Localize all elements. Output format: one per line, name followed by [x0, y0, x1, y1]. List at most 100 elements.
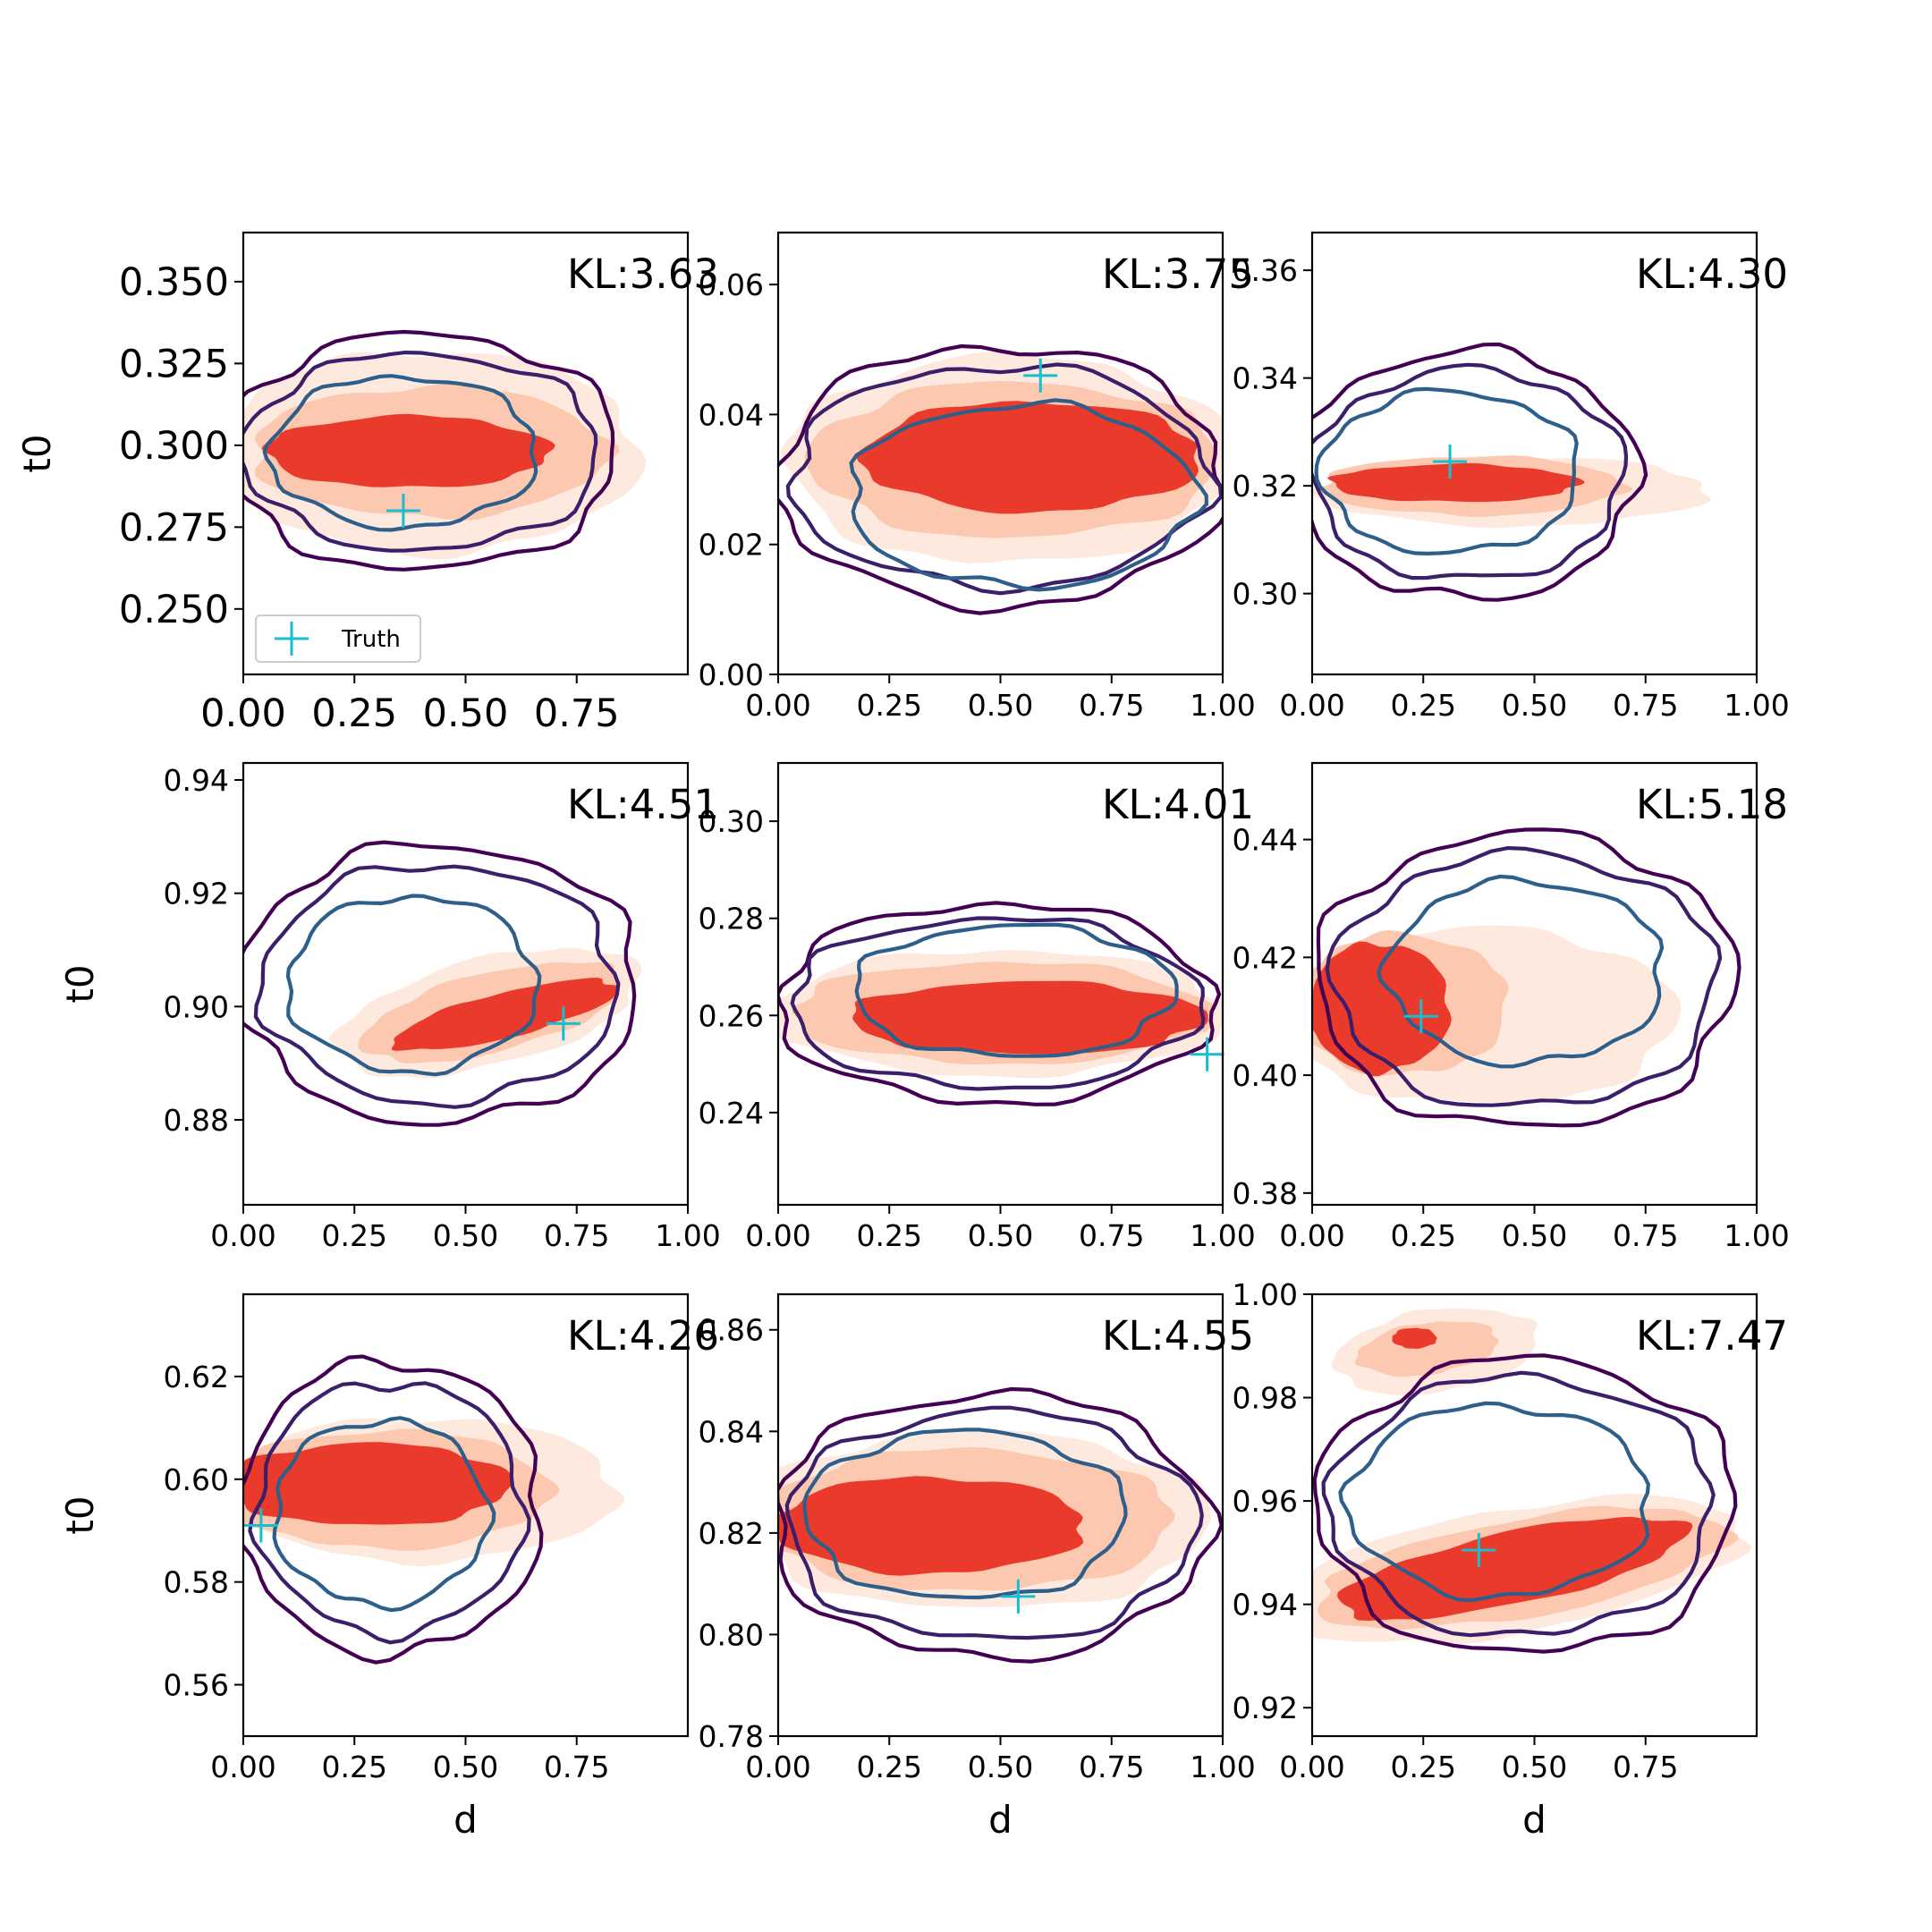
x-tick-label: 0.75 — [534, 691, 620, 736]
y-tick-label: 0.36 — [1233, 253, 1298, 288]
density-fill-inner — [1312, 941, 1452, 1077]
contour-line-inner — [854, 922, 1179, 1058]
plot-area — [778, 901, 1223, 1106]
x-tick-label: 0.00 — [745, 688, 810, 723]
x-tick-label: 0.50 — [968, 1218, 1033, 1253]
subplot-2: 0.00 0.25 0.50 0.75 1.00 0.00 0.02 0.04 0.06 KL:3… — [699, 231, 1256, 723]
y-tick-label: 0.92 — [1233, 1690, 1298, 1725]
y-tick-label: 0.94 — [164, 763, 229, 798]
density-fill-inner — [855, 401, 1199, 514]
y-tick-label: 0.38 — [1233, 1176, 1298, 1211]
density-fill-inner — [778, 1476, 1084, 1576]
y-tick-label: 0.42 — [1233, 940, 1298, 975]
plot-area — [243, 840, 642, 1127]
x-tick-label: 0.50 — [433, 1218, 498, 1253]
x-tick-label: 0.00 — [745, 1750, 810, 1784]
contour-line-mid — [253, 864, 621, 1109]
contour-line-inner — [849, 398, 1209, 592]
contour-line-inner — [285, 894, 542, 1077]
x-tick-label: 0.75 — [1079, 1750, 1144, 1784]
x-tick-label: 0.75 — [1613, 1750, 1678, 1784]
x-tick-label: 0.50 — [1502, 688, 1567, 723]
contour-line-outer — [778, 901, 1222, 1106]
legend-label: Truth — [341, 626, 401, 653]
kl-annotation: KL:3.75 — [1102, 250, 1254, 298]
kl-annotation: KL:5.18 — [1636, 781, 1788, 828]
contour-line-mid — [248, 1381, 531, 1645]
x-tick-label: 0.00 — [1279, 1750, 1344, 1784]
y-tick-label: 0.80 — [699, 1617, 764, 1652]
plot-area — [778, 1386, 1223, 1664]
contour-line-mid — [790, 916, 1206, 1091]
y-tick-label: 0.02 — [699, 528, 764, 563]
y-tick-label: 0.34 — [1233, 361, 1298, 396]
x-tick-label: 1.00 — [1724, 1218, 1789, 1253]
x-tick-label: 0.75 — [1613, 1218, 1678, 1253]
y-tick-label: 0.84 — [699, 1414, 764, 1449]
kl-annotation: KL:4.55 — [1102, 1312, 1254, 1360]
contour-line-outer — [1312, 342, 1648, 602]
x-tick-label: 0.50 — [1502, 1750, 1567, 1784]
y-tick-label: 0.30 — [699, 804, 764, 839]
y-tick-label: 0.62 — [164, 1360, 229, 1394]
density-fill-inner — [243, 1442, 513, 1525]
x-tick-label: 0.50 — [423, 691, 509, 736]
y-axis-label: t0 — [58, 1496, 102, 1534]
y-tick-label: 0.28 — [699, 902, 764, 936]
y-tick-label: 0.300 — [119, 424, 229, 469]
subplot-4: 0.00 0.25 0.50 0.75 1.00 0.88 0.90 0.92 0.94 KL:4… — [58, 761, 721, 1253]
y-tick-label: 0.96 — [1233, 1484, 1298, 1519]
contour-line-inner — [1314, 386, 1579, 556]
truth-marker — [1462, 1533, 1496, 1567]
x-tick-label: 0.25 — [1391, 1218, 1456, 1253]
y-tick-label: 0.30 — [1233, 577, 1298, 612]
legend-truth-marker — [275, 622, 309, 656]
x-tick-label: 0.25 — [322, 1218, 387, 1253]
density-fill-inner — [261, 413, 555, 487]
x-tick-label: 0.75 — [544, 1750, 609, 1784]
x-tick-label: 0.75 — [1079, 1218, 1144, 1253]
y-tick-label: 0.350 — [119, 260, 229, 305]
truth-marker — [1403, 999, 1438, 1034]
density-fill-inner — [1336, 1516, 1693, 1621]
y-tick-label: 0.00 — [699, 657, 764, 692]
y-tick-label: 1.00 — [1233, 1277, 1298, 1312]
y-tick-label: 0.06 — [699, 267, 764, 302]
y-tick-label: 0.86 — [699, 1313, 764, 1348]
contour-line-inner — [1338, 1401, 1650, 1603]
x-tick-label: 0.00 — [210, 1750, 275, 1784]
plot-area — [1312, 1308, 1752, 1654]
kl-annotation: KL:4.26 — [567, 1312, 719, 1360]
contour-line-outer — [243, 329, 615, 572]
y-tick-label: 0.82 — [699, 1516, 764, 1551]
x-tick-label: 0.75 — [544, 1218, 609, 1253]
x-tick-label: 0.50 — [433, 1750, 498, 1784]
truth-marker — [546, 1006, 580, 1041]
density-fill-inner — [391, 978, 620, 1051]
y-tick-label: 0.275 — [119, 505, 229, 550]
contour-line-outer — [778, 343, 1223, 615]
kl-annotation: KL:4.51 — [567, 781, 719, 828]
contour-line-inner — [262, 374, 538, 532]
subplot-8: 0.00 0.25 0.50 0.75 1.00 0.78 0.80 0.82 0.84 0.86… — [699, 1292, 1256, 1842]
x-tick-label: 0.75 — [1613, 688, 1678, 723]
x-tick-label: 0.25 — [322, 1750, 387, 1784]
y-tick-label: 0.88 — [164, 1103, 229, 1138]
contour-line-inner — [1377, 874, 1665, 1069]
density-fill-inner — [1392, 1327, 1437, 1349]
x-tick-label: 0.50 — [1502, 1218, 1567, 1253]
contour-line-mid — [1325, 845, 1723, 1107]
x-axis-label: d — [988, 1798, 1013, 1842]
truth-marker — [1433, 445, 1468, 479]
subplot-9: 0.00 0.25 0.50 0.75 0.92 0.94 0.96 0.98 1.00 KL:7… — [1233, 1277, 1788, 1842]
density-fill-inner — [852, 980, 1208, 1055]
y-tick-label: 0.44 — [1233, 823, 1298, 858]
density-fill-inner — [1326, 462, 1585, 503]
kl-annotation: KL:4.01 — [1102, 781, 1254, 828]
x-tick-label: 1.00 — [1190, 688, 1255, 723]
x-axis-label: d — [1522, 1798, 1546, 1842]
plot-area — [243, 329, 647, 572]
y-axis-label: t0 — [15, 434, 59, 472]
truth-marker — [1001, 1579, 1036, 1614]
x-tick-label: 1.00 — [1190, 1750, 1255, 1784]
